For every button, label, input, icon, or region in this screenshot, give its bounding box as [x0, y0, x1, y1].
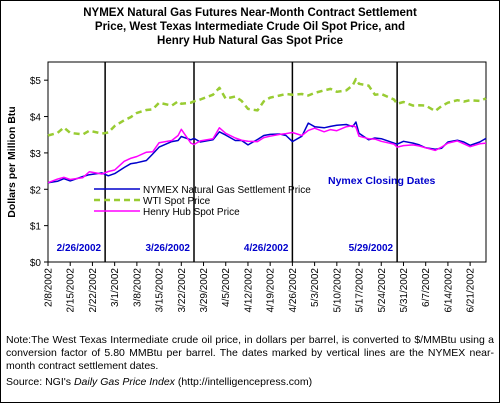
x-tick-label: 5/3/2002 — [310, 268, 321, 307]
series-line-wti — [47, 77, 487, 137]
x-tick-label: 5/31/2002 — [399, 268, 410, 313]
y-tick-label: $1 — [30, 222, 42, 233]
plot-area — [47, 61, 487, 263]
closing-date-label: 5/29/2002 — [349, 243, 394, 254]
chart-title-line-3: Henry Hub Natural Gas Spot Price — [157, 35, 343, 47]
x-tick-label: 4/26/2002 — [288, 268, 299, 313]
x-tick-label: 3/22/2002 — [177, 268, 188, 313]
footnote: Note:The West Texas Intermediate crude o… — [6, 334, 494, 372]
x-tick-label: 3/8/2002 — [132, 268, 143, 307]
chart-title-line-1: NYMEX Natural Gas Futures Near-Month Con… — [83, 7, 417, 19]
source-title: Daily Gas Price Index — [73, 376, 175, 388]
legend-label-nymex: NYMEX Natural Gas Settlement Price — [143, 185, 311, 196]
x-tick-label: 2/8/2002 — [44, 268, 55, 307]
y-tick-label: $4 — [30, 113, 42, 124]
y-tick-label: $0 — [30, 258, 42, 269]
x-tick-label: 2/22/2002 — [88, 268, 99, 313]
x-tick-label: 3/1/2002 — [110, 268, 121, 307]
closing-date-lines: 2/26/2002 3/26/2002 4/26/2002 5/29/2002 — [57, 62, 398, 262]
y-tick-label: $2 — [30, 185, 42, 196]
y-tick-label: $3 — [30, 149, 42, 160]
x-tick-label: 6/14/2002 — [443, 268, 454, 313]
x-tick-label: 4/5/2002 — [221, 268, 232, 307]
y-axis-label: Dollars per Million Btu — [6, 106, 18, 217]
x-tick-label: 6/7/2002 — [421, 268, 432, 307]
series-line-henry — [47, 124, 487, 184]
y-axis: $0 $1 $2 $3 $4 $5 — [30, 76, 48, 269]
x-tick-label: 4/19/2002 — [266, 268, 277, 313]
closing-date-label: 2/26/2002 — [57, 243, 102, 254]
x-tick-label: 6/21/2002 — [466, 268, 477, 313]
y-tick-label: $5 — [30, 76, 42, 87]
source-prefix: Source: NGI's — [6, 376, 74, 388]
line-chart: $0 $1 $2 $3 $4 $5 2/8/2002 2/15/2002 2/22/2002 3… — [6, 61, 487, 313]
x-axis: 2/8/2002 2/15/2002 2/22/2002 3/1/2002 3/8/20… — [44, 262, 477, 313]
x-tick-label: 4/12/2002 — [243, 268, 254, 313]
closing-dates-label: Nymex Closing Dates — [328, 175, 436, 187]
legend-label-henry: Henry Hub Spot Price — [143, 207, 240, 218]
x-tick-label: 5/17/2002 — [355, 268, 366, 313]
legend-label-wti: WTI Spot Price — [143, 196, 211, 207]
chart-title: NYMEX Natural Gas Futures Near-Month Con… — [20, 6, 480, 48]
x-tick-label: 3/15/2002 — [155, 268, 166, 313]
x-tick-label: 2/15/2002 — [66, 268, 77, 313]
x-tick-label: 3/29/2002 — [199, 268, 210, 313]
closing-date-label: 4/26/2002 — [244, 243, 289, 254]
x-tick-label: 5/24/2002 — [377, 268, 388, 313]
series-line-nymex — [47, 121, 487, 184]
source-line: Source: NGI's Daily Gas Price Index (htt… — [6, 376, 494, 389]
chart-title-line-2: Price, West Texas Intermediate Crude Oil… — [94, 21, 406, 33]
closing-date-label: 3/26/2002 — [146, 243, 191, 254]
source-suffix: (http://intelligencepress.com) — [174, 376, 313, 388]
x-tick-label: 5/10/2002 — [332, 268, 343, 313]
series-lines — [47, 77, 487, 184]
